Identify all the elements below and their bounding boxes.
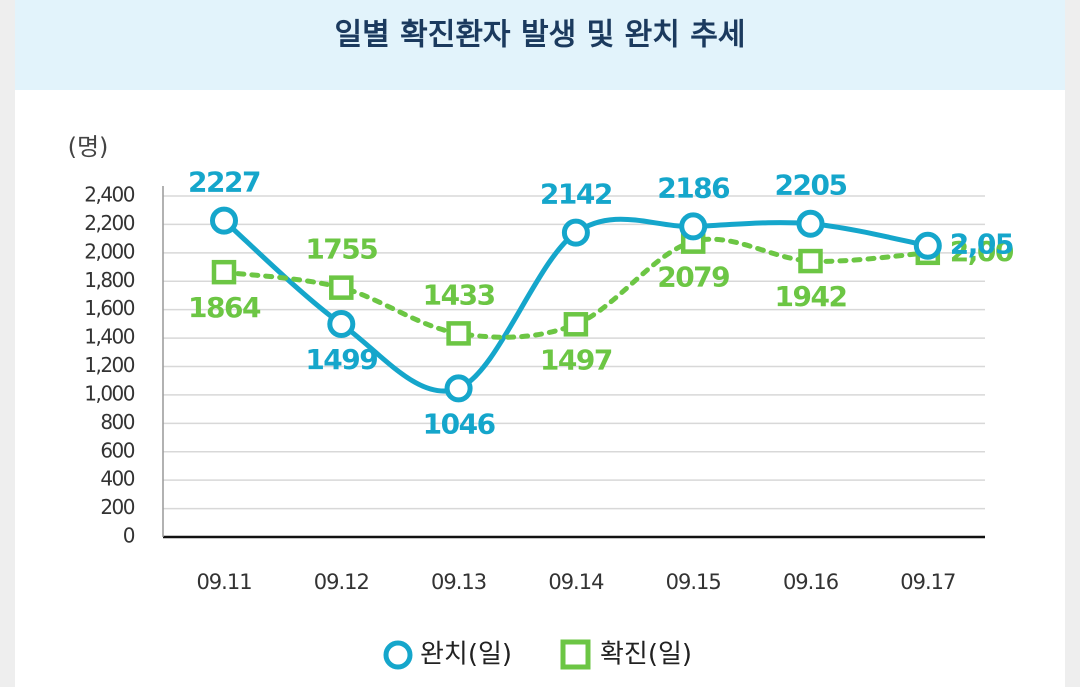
point-marker — [798, 248, 823, 274]
data-label: 2,05 — [950, 228, 1013, 261]
y-tick-label: 2,400 — [84, 183, 135, 207]
data-label: 2186 — [657, 171, 729, 204]
data-label: 1942 — [775, 280, 847, 313]
chart-title: 일별 확진환자 발생 및 완치 추세 — [334, 18, 745, 53]
x-tick-label: 09.16 — [783, 570, 839, 594]
data-label: 1755 — [305, 233, 377, 266]
point-marker — [679, 212, 708, 241]
point-marker — [563, 312, 589, 337]
point-marker — [796, 209, 825, 238]
point-marker — [561, 218, 590, 247]
point-marker — [329, 275, 354, 300]
x-tick-label: 09.13 — [431, 570, 486, 594]
y-tick-label: 1,200 — [84, 353, 135, 377]
x-tick-label: 09.15 — [666, 570, 721, 594]
x-tick-label: 09.14 — [548, 570, 604, 594]
header-band — [15, 0, 1065, 90]
y-tick-label: 800 — [100, 410, 134, 434]
data-label: 1497 — [540, 343, 612, 376]
point-marker — [211, 259, 237, 285]
legend-marker — [383, 640, 413, 670]
data-label: 1046 — [423, 407, 495, 440]
y-axis-label: (명) — [68, 133, 109, 161]
card — [15, 0, 1065, 687]
point-marker — [446, 321, 471, 346]
y-tick-label: 1,400 — [84, 325, 135, 349]
x-tick-label: 09.12 — [314, 570, 369, 594]
y-tick-label: 2,200 — [84, 211, 135, 235]
data-label: 2079 — [657, 261, 729, 294]
data-label: 2142 — [540, 178, 612, 211]
data-label: 2,00 — [950, 235, 1014, 268]
x-tick-label: 09.11 — [196, 570, 251, 594]
point-marker — [327, 310, 356, 339]
y-tick-label: 600 — [100, 438, 134, 462]
point-marker — [444, 374, 473, 403]
legend-label: 완치(일) — [420, 640, 512, 670]
y-tick-label: 1,800 — [84, 268, 135, 292]
x-tick-label: 09.17 — [900, 570, 955, 594]
legend-marker — [560, 639, 591, 670]
y-tick-label: 1,000 — [84, 381, 135, 405]
data-label: 1499 — [305, 343, 377, 376]
y-tick-label: 400 — [100, 467, 134, 491]
y-tick-label: 1,600 — [84, 296, 135, 320]
y-tick-label: 0 — [123, 524, 135, 548]
y-tick-label: 200 — [100, 495, 134, 519]
legend-label: 확진(일) — [600, 640, 692, 670]
data-label: 2227 — [188, 166, 260, 199]
point-marker — [210, 206, 238, 235]
data-label: 2205 — [775, 169, 847, 202]
point-marker — [913, 231, 942, 260]
data-label: 1433 — [423, 278, 495, 311]
data-label: 1864 — [188, 291, 261, 324]
y-tick-label: 2,000 — [84, 239, 135, 263]
